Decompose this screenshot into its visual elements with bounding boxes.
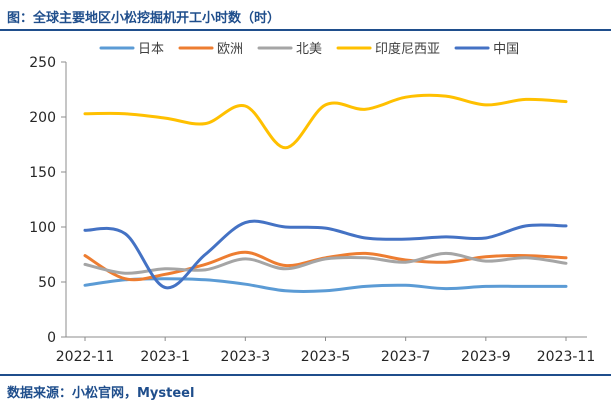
series-line-3 — [83, 251, 568, 275]
series-line-4 — [83, 93, 568, 150]
legend-label-4: 印度尼西亚 — [375, 41, 440, 57]
data-source: 数据来源：小松官网，Mysteel — [7, 386, 195, 401]
y-tick-label: 150 — [29, 165, 56, 181]
x-tick-label: 2023-5 — [301, 349, 351, 365]
y-tick-label: 100 — [29, 220, 56, 236]
y-tick-label: 50 — [38, 275, 56, 291]
y-tick-label: 200 — [29, 110, 56, 126]
series-line-2 — [83, 250, 568, 282]
chart-title: 图：全球主要地区小松挖掘机开工小时数（时） — [7, 11, 281, 26]
x-tick-label: 2023-9 — [461, 349, 511, 365]
x-tick-label: 2023-3 — [221, 349, 271, 365]
x-tick-label: 2023-11 — [537, 349, 596, 365]
legend-label-3: 北美 — [296, 42, 322, 57]
x-tick-label: 2022-11 — [56, 349, 115, 365]
x-tick-label: 2023-1 — [140, 349, 190, 365]
legend-label-2: 欧洲 — [217, 42, 243, 57]
legend-label-1: 日本 — [138, 42, 164, 57]
y-tick-label: 0 — [47, 330, 56, 346]
y-tick-label: 250 — [29, 55, 56, 71]
chart-area: 0 50 100 150 200 250 2022-11 2023-1 2023-3 2023-5… — [0, 31, 611, 374]
legend-label-5: 中国 — [493, 42, 519, 57]
footer: 数据来源：小松官网，Mysteel — [0, 374, 611, 407]
series-line-5 — [83, 219, 568, 290]
title-bar: 图：全球主要地区小松挖掘机开工小时数（时） — [0, 0, 611, 31]
series-line-1 — [83, 277, 568, 294]
line-chart: 0 50 100 150 200 250 2022-11 2023-1 2023-3 2023-5… — [29, 41, 596, 365]
x-tick-label: 2023-7 — [381, 349, 431, 365]
